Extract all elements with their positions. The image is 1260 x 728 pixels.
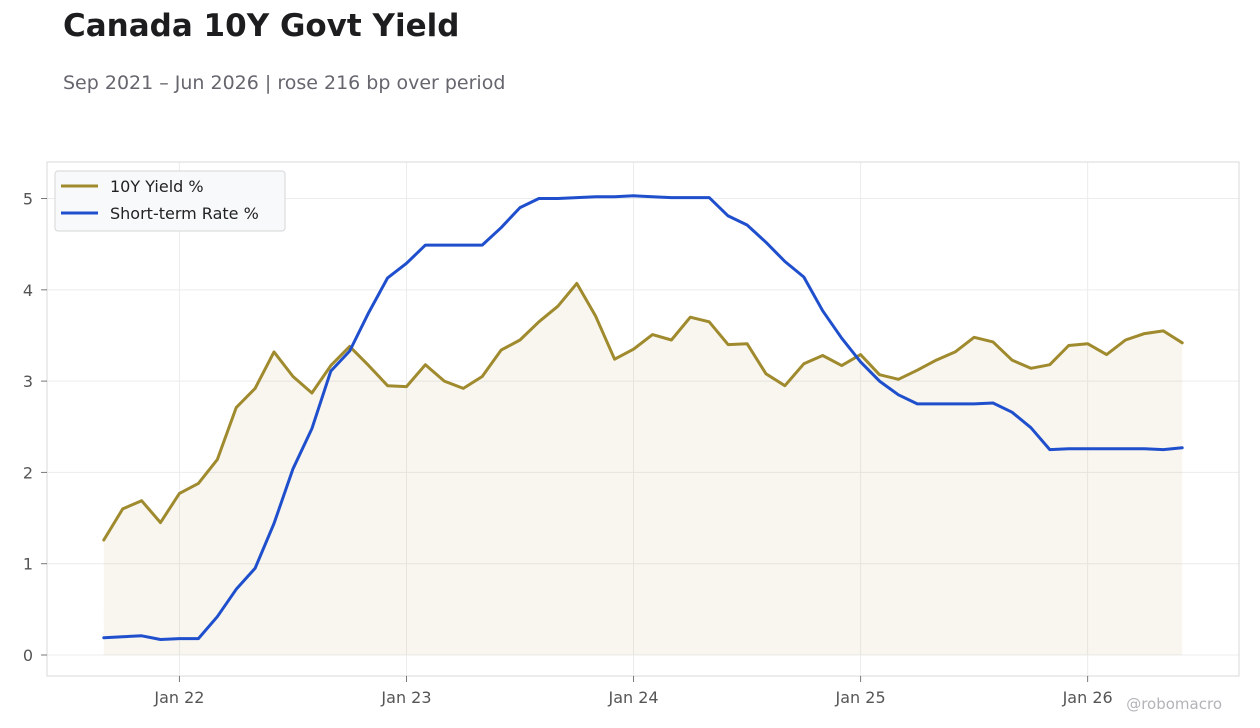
y-tick-label: 3 [23, 372, 33, 391]
y-tick-label: 0 [23, 646, 33, 665]
y-tick-label: 4 [23, 281, 33, 300]
x-tick-label: Jan 23 [380, 688, 431, 707]
legend-label: 10Y Yield % [110, 177, 204, 196]
series-lines [102, 194, 1184, 641]
legend-box [54, 170, 286, 232]
watermark: @robomacro [1126, 695, 1222, 713]
legend: 10Y Yield % Short-term Rate % [54, 170, 286, 232]
x-tick-label: Jan 25 [835, 688, 886, 707]
legend-label: Short-term Rate % [110, 204, 259, 223]
y-axis: 0 1 2 3 4 5 [23, 190, 47, 665]
chart-title: Canada 10Y Govt Yield [63, 8, 460, 44]
series-area-1 [103, 283, 1183, 656]
series-line-1 [102, 281, 1184, 542]
y-tick-label: 5 [23, 190, 33, 209]
area-fills [103, 283, 1183, 656]
x-tick-label: Jan 26 [1062, 688, 1113, 707]
plot-frame [46, 161, 1240, 677]
x-tick-label: Jan 24 [607, 688, 658, 707]
chart-subtitle: Sep 2021 – Jun 2026 | rose 216 bp over p… [63, 72, 506, 94]
series-line-2 [102, 194, 1184, 641]
y-tick-label: 2 [23, 463, 33, 482]
x-axis: Jan 22 Jan 23 Jan 24 Jan 25 Jan 26 [153, 676, 1113, 707]
x-tick-label: Jan 22 [153, 688, 204, 707]
y-tick-label: 1 [23, 555, 33, 574]
